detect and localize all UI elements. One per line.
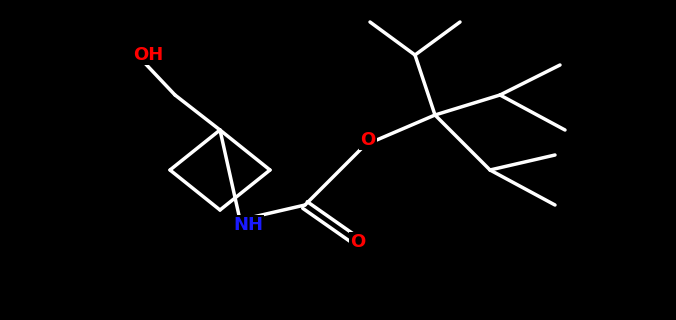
Text: NH: NH	[233, 216, 263, 234]
Text: O: O	[350, 233, 366, 251]
Text: O: O	[360, 131, 376, 149]
Text: OH: OH	[133, 46, 163, 64]
